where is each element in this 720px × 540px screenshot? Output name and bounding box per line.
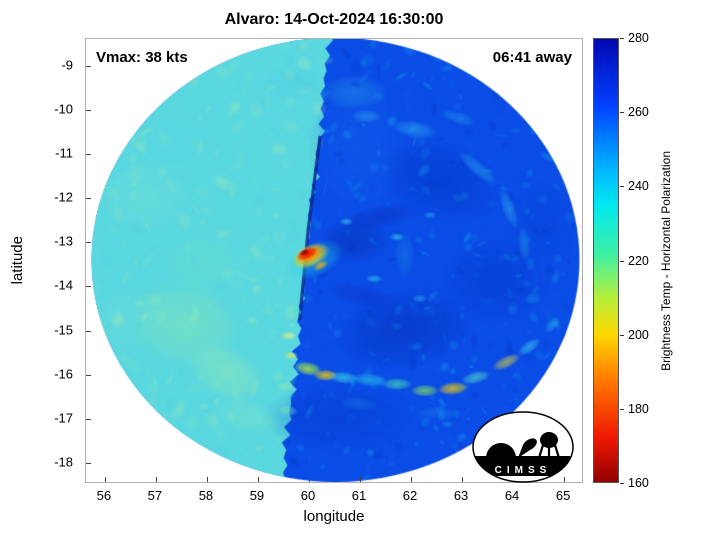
colorbar-tick-label: 200 xyxy=(628,327,649,342)
logo-dash xyxy=(510,478,516,480)
x-tick-mark xyxy=(104,477,106,482)
logo-ground xyxy=(473,456,573,464)
water-tower-icon xyxy=(540,432,558,448)
colorbar-label: Brightness Temp - Horizontal Polarizatio… xyxy=(659,150,673,371)
y-tick-label: -11 xyxy=(55,145,73,161)
colorbar-tick-labels: 280 260 240 220 200 180 160 xyxy=(620,31,662,490)
x-tick-mark xyxy=(360,477,361,482)
x-tick-label: 58 xyxy=(198,488,214,503)
x-tick-label: 64 xyxy=(504,488,520,503)
y-tick-mark xyxy=(86,330,91,332)
y-tick-label: -16 xyxy=(54,366,73,382)
colorbar-tick-mark xyxy=(620,334,624,336)
chart-title: Alvaro: 14-Oct-2024 16:30:00 xyxy=(224,11,444,28)
x-axis-label: longitude xyxy=(303,508,365,525)
vmax-annotation: Vmax: 38 kts xyxy=(96,49,188,66)
y-tick-mark xyxy=(86,286,91,288)
colorbar-tick-label: 260 xyxy=(628,105,649,120)
logo-dash xyxy=(532,478,538,480)
y-axis-label: latitude xyxy=(8,236,26,285)
colorbar-tick-mark xyxy=(620,38,624,39)
y-tick-label: -17 xyxy=(54,410,73,426)
y-tick-mark xyxy=(86,65,91,67)
x-tick-label: 65 xyxy=(555,488,571,503)
y-tick-label: -18 xyxy=(54,454,73,470)
y-tick-mark xyxy=(86,242,91,244)
x-tick-label: 59 xyxy=(249,488,265,503)
x-tick-mark xyxy=(462,477,464,482)
x-tick-mark xyxy=(206,477,208,482)
colorbar-tick-label: 180 xyxy=(628,401,649,416)
y-tick-mark xyxy=(86,374,91,376)
cimss-logo: CIMSS xyxy=(472,411,574,483)
colorbar-tick-mark xyxy=(620,260,624,262)
logo-band xyxy=(473,462,573,476)
x-tick-label: 60 xyxy=(300,488,316,503)
time-offset-annotation: 06:41 away xyxy=(492,49,572,66)
y-axis-tick-labels: -9 -10 -11 -12 -13 -14 -15 -16 -17 -18 xyxy=(0,38,79,483)
y-tick-label: -13 xyxy=(54,233,73,249)
x-tick-mark xyxy=(564,477,566,482)
y-tick-label: -14 xyxy=(54,277,73,293)
x-tick-mark xyxy=(308,477,310,482)
x-tick-label: 62 xyxy=(402,488,418,503)
x-tick-mark xyxy=(257,477,259,482)
y-tick-label: -9 xyxy=(61,57,73,73)
colorbar-tick-mark xyxy=(620,483,624,484)
logo-text: CIMSS xyxy=(495,465,552,476)
y-tick-label: -15 xyxy=(54,322,73,338)
y-tick-mark xyxy=(86,154,91,156)
y-tick-mark xyxy=(86,110,91,111)
x-tick-label: 63 xyxy=(453,488,469,503)
colorbar-tick-label: 240 xyxy=(628,179,649,194)
colorbar-tick-label: 160 xyxy=(628,476,649,490)
satellite-dish-icon xyxy=(518,438,537,458)
colorbar-tick-mark xyxy=(620,186,624,188)
x-tick-mark xyxy=(155,477,157,482)
logo-dash xyxy=(521,478,527,480)
x-axis-tick-labels: 56 57 58 59 60 61 62 63 64 65 xyxy=(85,488,583,504)
colorbar-tick-mark xyxy=(620,408,624,410)
x-tick-label: 57 xyxy=(147,488,163,503)
colorbar-tick-label: 220 xyxy=(628,253,649,268)
y-tick-label: -10 xyxy=(54,101,73,117)
plot-area: Vmax: 38 kts 06:41 away CIMSS xyxy=(85,38,583,483)
y-axis-label-wrap: latitude xyxy=(4,38,30,483)
colorbar-gradient xyxy=(594,39,618,482)
radome-dome-icon xyxy=(486,443,516,458)
y-tick-label: -12 xyxy=(54,189,73,205)
y-tick-mark xyxy=(86,418,91,420)
colorbar-label-wrap: Brightness Temp - Horizontal Polarizatio… xyxy=(656,38,676,483)
x-tick-label: 56 xyxy=(96,488,112,503)
colorbar-tick-mark xyxy=(620,112,624,114)
heatmap-canvas xyxy=(86,39,582,482)
y-tick-mark xyxy=(86,198,91,200)
colorbar-tick-label: 280 xyxy=(628,31,649,45)
tower-legs xyxy=(537,444,561,459)
y-tick-mark xyxy=(86,462,91,464)
x-tick-label: 61 xyxy=(351,488,367,503)
colorbar xyxy=(593,38,619,483)
x-tick-mark xyxy=(411,477,413,482)
